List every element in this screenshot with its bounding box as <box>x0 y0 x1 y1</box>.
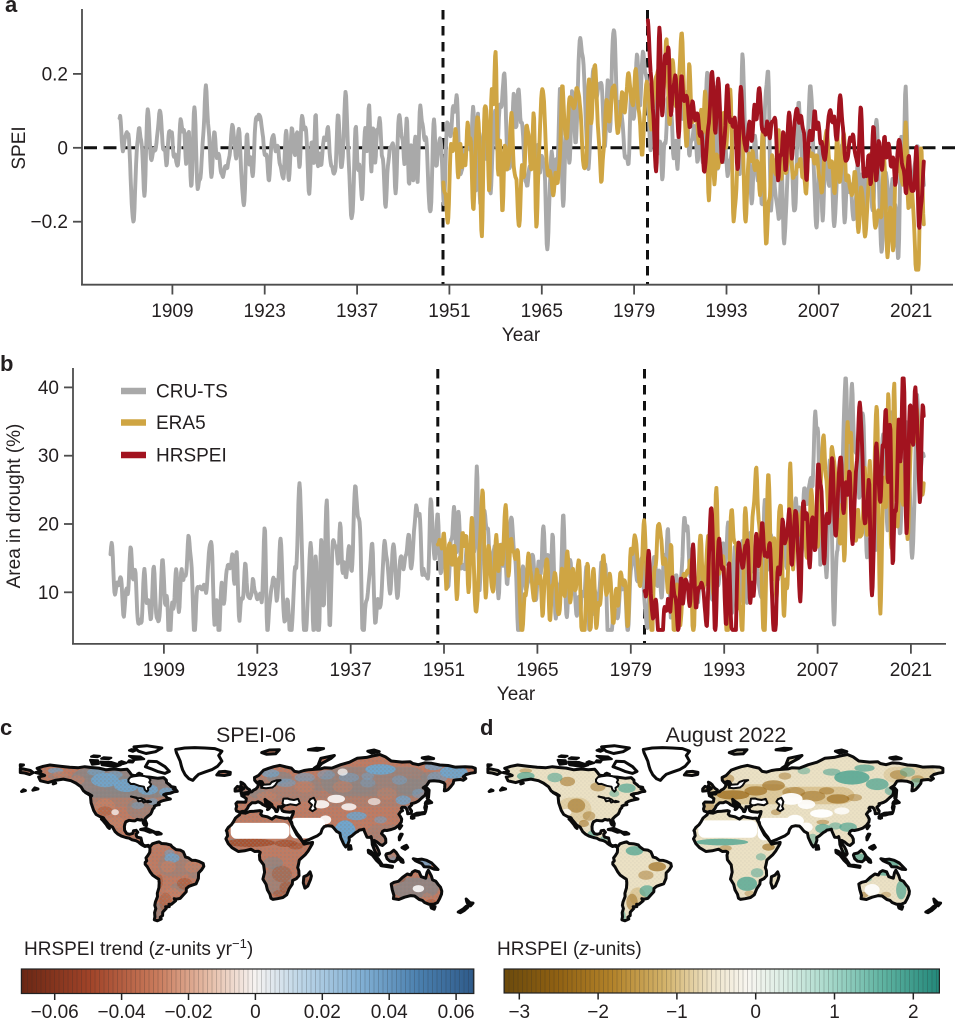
svg-text:1979: 1979 <box>610 660 652 681</box>
svg-text:1993: 1993 <box>705 301 747 322</box>
svg-text:−3: −3 <box>508 1002 530 1023</box>
svg-text:Area in drought (%): Area in drought (%) <box>4 424 25 589</box>
svg-text:40: 40 <box>38 378 59 399</box>
svg-text:0.2: 0.2 <box>42 64 68 85</box>
svg-text:1965: 1965 <box>516 660 558 681</box>
svg-text:SPEI: SPEI <box>9 126 30 169</box>
svg-text:CRU-TS: CRU-TS <box>156 382 228 403</box>
svg-text:2021: 2021 <box>890 301 932 322</box>
svg-text:2007: 2007 <box>796 660 838 681</box>
svg-text:1951: 1951 <box>423 660 465 681</box>
svg-text:ERA5: ERA5 <box>156 413 206 434</box>
svg-text:c: c <box>0 715 12 740</box>
svg-text:2007: 2007 <box>798 301 840 322</box>
svg-text:HRSPEI trend (z-units yr−1): HRSPEI trend (z-units yr−1) <box>24 936 253 960</box>
svg-text:1951: 1951 <box>428 301 470 322</box>
svg-text:0.02: 0.02 <box>304 1002 341 1023</box>
svg-text:1937: 1937 <box>330 660 372 681</box>
svg-text:−0.04: −0.04 <box>98 1002 147 1023</box>
svg-text:1979: 1979 <box>613 301 655 322</box>
svg-text:1937: 1937 <box>336 301 378 322</box>
svg-text:2021: 2021 <box>890 660 932 681</box>
svg-text:0.04: 0.04 <box>371 1002 408 1023</box>
svg-text:August 2022: August 2022 <box>666 723 787 747</box>
svg-text:a: a <box>5 0 18 17</box>
svg-text:1965: 1965 <box>521 301 563 322</box>
svg-text:−1: −1 <box>666 1002 688 1023</box>
svg-text:10: 10 <box>38 583 59 604</box>
svg-text:−0.06: −0.06 <box>31 1002 79 1023</box>
svg-text:1923: 1923 <box>244 301 286 322</box>
svg-text:0: 0 <box>750 1002 761 1023</box>
svg-text:0: 0 <box>57 138 68 159</box>
svg-text:0: 0 <box>250 1002 261 1023</box>
svg-text:30: 30 <box>38 446 59 467</box>
svg-text:0.06: 0.06 <box>438 1002 475 1023</box>
svg-text:HRSPEI (z-units): HRSPEI (z-units) <box>497 939 642 960</box>
svg-text:20: 20 <box>38 515 59 536</box>
svg-text:2: 2 <box>908 1002 919 1023</box>
svg-text:1909: 1909 <box>151 301 193 322</box>
svg-text:HRSPEI: HRSPEI <box>156 446 227 467</box>
svg-text:1993: 1993 <box>703 660 745 681</box>
svg-text:1909: 1909 <box>143 660 185 681</box>
svg-text:1: 1 <box>829 1002 840 1023</box>
svg-text:1923: 1923 <box>236 660 278 681</box>
svg-text:−2: −2 <box>587 1002 609 1023</box>
svg-text:−0.02: −0.02 <box>164 1002 212 1023</box>
svg-text:d: d <box>480 715 493 740</box>
svg-text:Year: Year <box>497 684 536 705</box>
svg-text:b: b <box>0 351 13 376</box>
svg-text:SPEI-06: SPEI-06 <box>216 723 296 747</box>
svg-text:Year: Year <box>502 325 541 346</box>
svg-text:−0.2: −0.2 <box>30 212 68 233</box>
